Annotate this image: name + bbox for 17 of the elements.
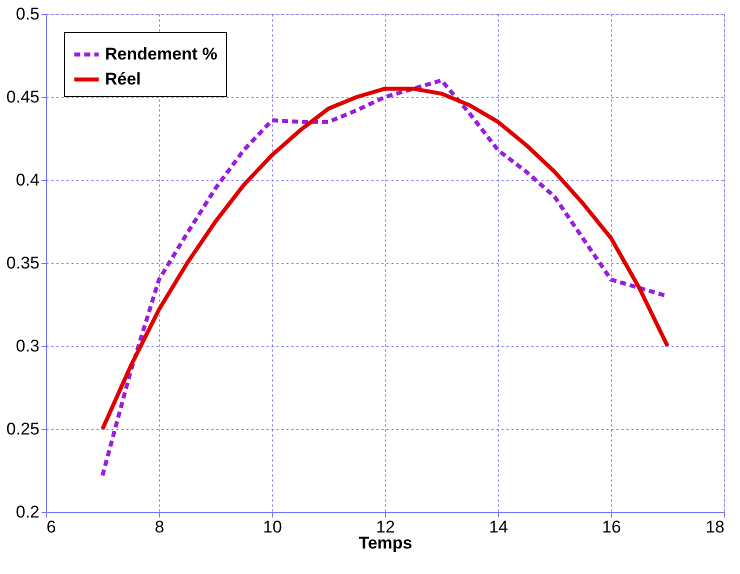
x-tick-label: 6 — [46, 518, 56, 536]
y-tick-label: 0.45 — [6, 88, 40, 106]
y-tick-label: 0.3 — [16, 336, 40, 356]
x-tick-label: 12 — [376, 518, 395, 536]
y-tick-label: 0.25 — [6, 420, 40, 438]
x-tick-label: 8 — [154, 518, 164, 536]
x-tick-label: 10 — [263, 518, 282, 536]
y-tick-label: 0.4 — [16, 170, 40, 190]
x-tick-label: 18 — [706, 518, 724, 536]
x-axis-title: Temps — [358, 534, 412, 552]
y-tick-label: 0.35 — [6, 254, 40, 272]
legend-label: Réel — [105, 70, 141, 88]
x-tick-label: 16 — [602, 518, 621, 536]
x-tick-label: 14 — [489, 518, 508, 536]
y-tick-label: 0.2 — [16, 502, 40, 522]
y-tick-label: 0.5 — [16, 4, 40, 24]
legend-label: Rendement % — [105, 44, 218, 64]
